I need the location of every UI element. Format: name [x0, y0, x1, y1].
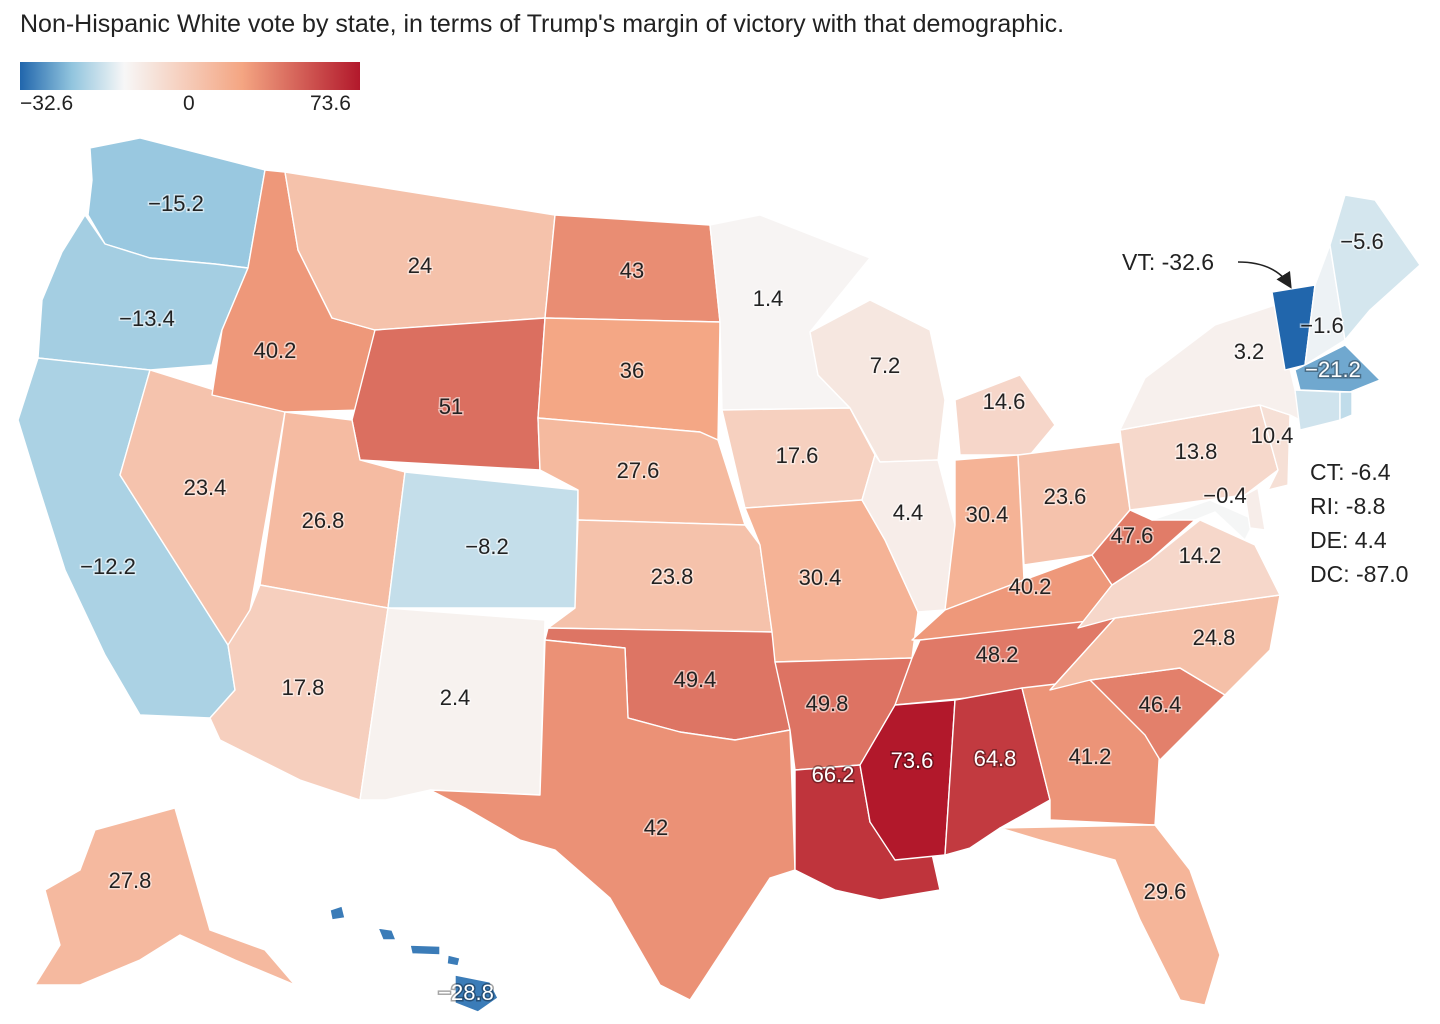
state-label-il: 4.4 [893, 500, 924, 525]
legend-max-label: 73.6 [310, 92, 351, 115]
state-label-or: −13.4 [119, 306, 175, 331]
state-label-mt: 24 [408, 253, 432, 278]
state-label-mo: 30.4 [799, 565, 842, 590]
state-de [1244, 487, 1266, 531]
state-ak [34, 807, 296, 986]
state-label-sc: 46.4 [1139, 692, 1182, 717]
state-label-wy: 51 [439, 394, 463, 419]
state-label-sd: 36 [620, 358, 644, 383]
state-label-ny: 3.2 [1234, 339, 1265, 364]
annotations-layer: VT: -32.6 CT: -6.4 RI: -8.8 DE: 4.4 DC: … [1122, 249, 1408, 587]
state-labels-layer: −15.2 −13.4 −12.2 23.4 40.2 24 51 26.8 17.8 −8.2 2… [79, 189, 1386, 1006]
side-note-ct: CT: -6.4 [1310, 459, 1391, 485]
state-label-nm: 2.4 [440, 685, 471, 710]
state-label-ar: 49.8 [806, 691, 849, 716]
state-label-wv: 47.6 [1111, 523, 1154, 548]
state-label-al: 64.8 [974, 746, 1017, 771]
state-label-ga: 41.2 [1069, 744, 1112, 769]
state-label-wi: 7.2 [870, 353, 901, 378]
state-label-ok: 49.4 [674, 667, 717, 692]
state-label-wa: −15.2 [148, 191, 204, 216]
state-hi [329, 905, 499, 1013]
side-note-dc: DC: -87.0 [1310, 561, 1408, 587]
state-label-mn: 1.4 [753, 286, 784, 311]
state-label-mi: 14.6 [983, 389, 1026, 414]
map-title: Non-Hispanic White vote by state, in ter… [20, 10, 1065, 38]
state-label-ne: 27.6 [617, 458, 660, 483]
side-note-ri: RI: -8.8 [1310, 493, 1385, 519]
state-label-tx: 42 [644, 815, 668, 840]
state-label-fl: 29.6 [1144, 879, 1187, 904]
state-mt [284, 171, 556, 331]
legend-mid-label: 0 [183, 92, 195, 115]
state-label-la: 66.2 [812, 762, 855, 787]
state-il [861, 454, 956, 613]
state-label-md: −0.4 [1203, 483, 1246, 508]
state-label-co: −8.2 [465, 534, 508, 559]
state-label-ut: 26.8 [302, 508, 345, 533]
state-label-nj: 10.4 [1251, 423, 1294, 448]
state-label-nc: 24.8 [1193, 625, 1236, 650]
state-label-tn: 48.2 [976, 642, 1019, 667]
color-legend: −32.6 0 73.6 [20, 62, 360, 122]
vt-callout-label: VT: -32.6 [1122, 249, 1214, 275]
state-label-az: 17.8 [282, 675, 325, 700]
states-layer [17, 137, 1421, 1013]
state-mi [954, 374, 1056, 456]
state-ct [1294, 389, 1341, 431]
state-label-me: −5.6 [1340, 229, 1383, 254]
state-or [37, 214, 249, 371]
legend-gradient-bar [20, 62, 360, 90]
state-label-id: 40.2 [254, 338, 297, 363]
state-label-nd: 43 [620, 258, 644, 283]
state-me [1329, 194, 1421, 341]
state-ri [1339, 391, 1353, 421]
state-label-nh: −1.6 [1300, 313, 1343, 338]
vt-callout-arrow [1237, 261, 1292, 289]
state-label-oh: 23.6 [1044, 484, 1087, 509]
state-label-in: 30.4 [966, 502, 1009, 527]
state-label-ma: −21.2 [1305, 357, 1361, 382]
state-ma [1294, 344, 1381, 393]
state-label-nv: 23.4 [184, 475, 227, 500]
state-label-ia: 17.6 [776, 443, 819, 468]
state-label-ca: −12.2 [80, 554, 136, 579]
state-label-ms: 73.6 [891, 748, 934, 773]
state-label-ak: 27.8 [109, 868, 152, 893]
state-label-ky: 40.2 [1009, 574, 1052, 599]
state-tx [429, 639, 796, 1001]
state-label-pa: 13.8 [1175, 439, 1218, 464]
legend-min-label: −32.6 [20, 92, 74, 115]
state-label-hi: −28.8 [438, 980, 494, 1005]
state-label-ks: 23.8 [651, 564, 694, 589]
side-note-de: DE: 4.4 [1310, 527, 1387, 553]
state-fl [999, 824, 1221, 1006]
state-label-va: 14.2 [1179, 543, 1222, 568]
